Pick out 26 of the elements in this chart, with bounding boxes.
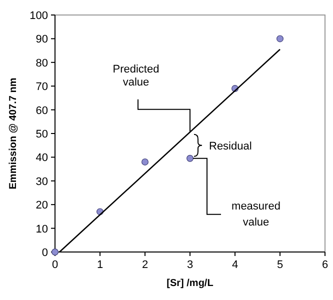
point (276, 35, 284, 42)
y-tick-label: 10 (36, 223, 48, 236)
x-tick-label: 2 (142, 259, 148, 271)
y-tick-label: 100 (30, 10, 48, 22)
y-tick-label: 90 (36, 34, 48, 46)
annotation: Residual (209, 140, 252, 152)
point (186, 154, 194, 162)
y-tick-label: 30 (36, 176, 48, 188)
x-tick-label: 5 (276, 259, 284, 271)
y-tick-label: 20 (36, 200, 48, 212)
y-tick-label: 50 (36, 128, 48, 140)
annotation: Predicted value (112, 63, 160, 88)
x-tick-label: 3 (186, 259, 194, 271)
y-tick-label: 60 (36, 104, 48, 117)
y-tick-label: 80 (36, 57, 48, 70)
x-tick-label: 6 (322, 259, 328, 271)
y-tick-label: 0 (42, 247, 48, 259)
annotation: measured value (232, 200, 280, 228)
point (142, 158, 148, 166)
y-tick-label: 40 (36, 152, 48, 164)
x-tick-label: 4 (232, 259, 238, 271)
y-tick-label: 70 (36, 81, 48, 94)
y-axis-title: Emmission @ 407.7 nm (8, 78, 19, 190)
x-tick-label: 1 (96, 259, 104, 271)
x-tick-label: 0 (52, 259, 58, 271)
x-axis-title: [Sr] /mg/L (166, 278, 214, 289)
